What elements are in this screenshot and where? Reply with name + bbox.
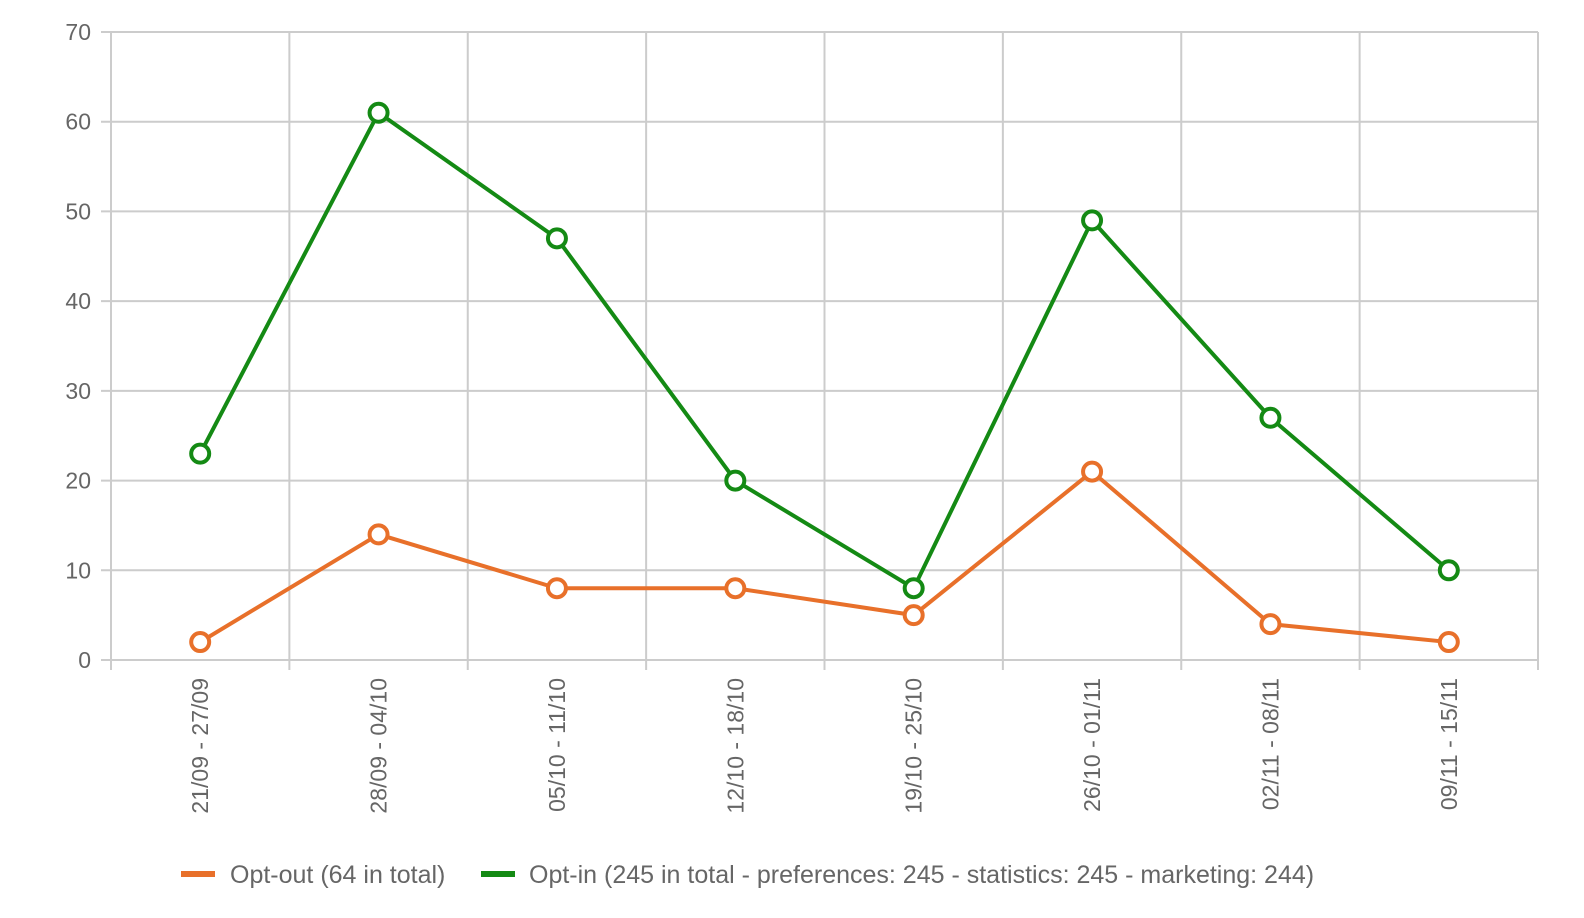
x-tick-label: 19/10 - 25/10 bbox=[901, 678, 927, 814]
data-point[interactable] bbox=[545, 227, 568, 250]
series bbox=[189, 101, 1460, 654]
data-point[interactable] bbox=[1081, 460, 1104, 483]
data-point[interactable] bbox=[367, 101, 390, 124]
data-point[interactable] bbox=[189, 442, 212, 465]
data-point[interactable] bbox=[1259, 406, 1282, 429]
data-point[interactable] bbox=[189, 631, 212, 654]
grid bbox=[101, 31, 1539, 670]
legend-marker-opt-in bbox=[481, 871, 515, 877]
y-tick-label: 40 bbox=[65, 288, 91, 314]
data-point[interactable] bbox=[545, 577, 568, 600]
data-point[interactable] bbox=[1437, 559, 1460, 582]
series-line-0 bbox=[199, 469, 1450, 645]
series-line-1 bbox=[198, 110, 1451, 591]
x-tick-label: 21/09 - 27/09 bbox=[187, 678, 213, 814]
legend-label-opt-out[interactable]: Opt-out (64 in total) bbox=[230, 861, 445, 889]
y-tick-label: 60 bbox=[65, 109, 91, 135]
legend-label-opt-in[interactable]: Opt-in (245 in total - preferences: 245 … bbox=[529, 861, 1314, 889]
x-tick-label: 26/10 - 01/11 bbox=[1079, 678, 1105, 812]
data-point[interactable] bbox=[724, 577, 747, 600]
data-point[interactable] bbox=[724, 469, 747, 492]
legend-marker-opt-out bbox=[181, 871, 215, 877]
x-tick-label: 28/09 - 04/10 bbox=[366, 678, 392, 814]
x-tick-label: 05/10 - 11/10 bbox=[544, 678, 570, 812]
x-tick-label: 12/10 - 18/10 bbox=[722, 678, 748, 814]
data-point[interactable] bbox=[367, 523, 390, 546]
x-tick-label: 02/11 - 08/11 bbox=[1257, 678, 1283, 810]
legend: Opt-out (64 in total) Opt-in (245 in tota… bbox=[181, 861, 1314, 889]
y-tick-label: 10 bbox=[65, 557, 91, 583]
y-tick-label: 0 bbox=[78, 647, 91, 673]
y-tick-label: 70 bbox=[65, 19, 91, 45]
y-tick-label: 50 bbox=[65, 198, 91, 224]
x-tick-label: 09/11 - 15/11 bbox=[1436, 678, 1462, 810]
axes: 0 10 20 30 40 50 60 70 21/09 - 27/09 28/09 - 04/1… bbox=[65, 19, 1461, 814]
data-point[interactable] bbox=[902, 577, 925, 600]
data-point[interactable] bbox=[1259, 613, 1282, 636]
data-point[interactable] bbox=[1081, 209, 1104, 232]
data-point[interactable] bbox=[1437, 631, 1460, 654]
data-point[interactable] bbox=[902, 604, 925, 627]
y-tick-label: 20 bbox=[65, 468, 91, 494]
y-tick-label: 30 bbox=[65, 378, 91, 404]
